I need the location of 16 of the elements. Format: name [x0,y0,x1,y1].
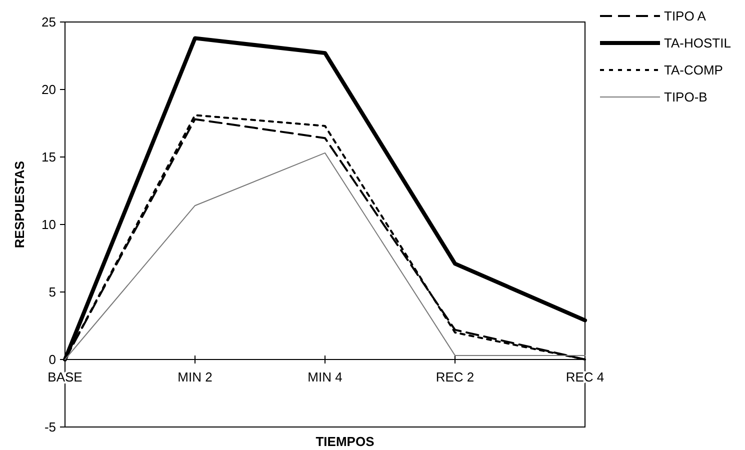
y-tick-label: 5 [48,284,56,300]
legend-label: TA-HOSTIL [664,36,731,51]
x-tick-label: REC 2 [436,370,474,384]
y-axis-title: RESPUESTAS [12,160,27,248]
legend-label: TIPO A [664,8,706,24]
y-tick-label: 20 [42,82,56,98]
y-tick-label: 10 [42,217,56,232]
y-tick-label: 15 [42,150,56,165]
y-tick-label: -5 [44,420,56,435]
legend-label: TA-COMP [664,62,723,78]
x-tick-label: MIN 2 [178,370,212,384]
x-axis-title: TIEMPOS [316,434,375,449]
x-tick-label: MIN 4 [308,370,342,384]
legend-label: TIPO-B [664,90,708,105]
y-tick-label: 0 [48,352,56,368]
y-tick-label: 25 [42,14,56,30]
